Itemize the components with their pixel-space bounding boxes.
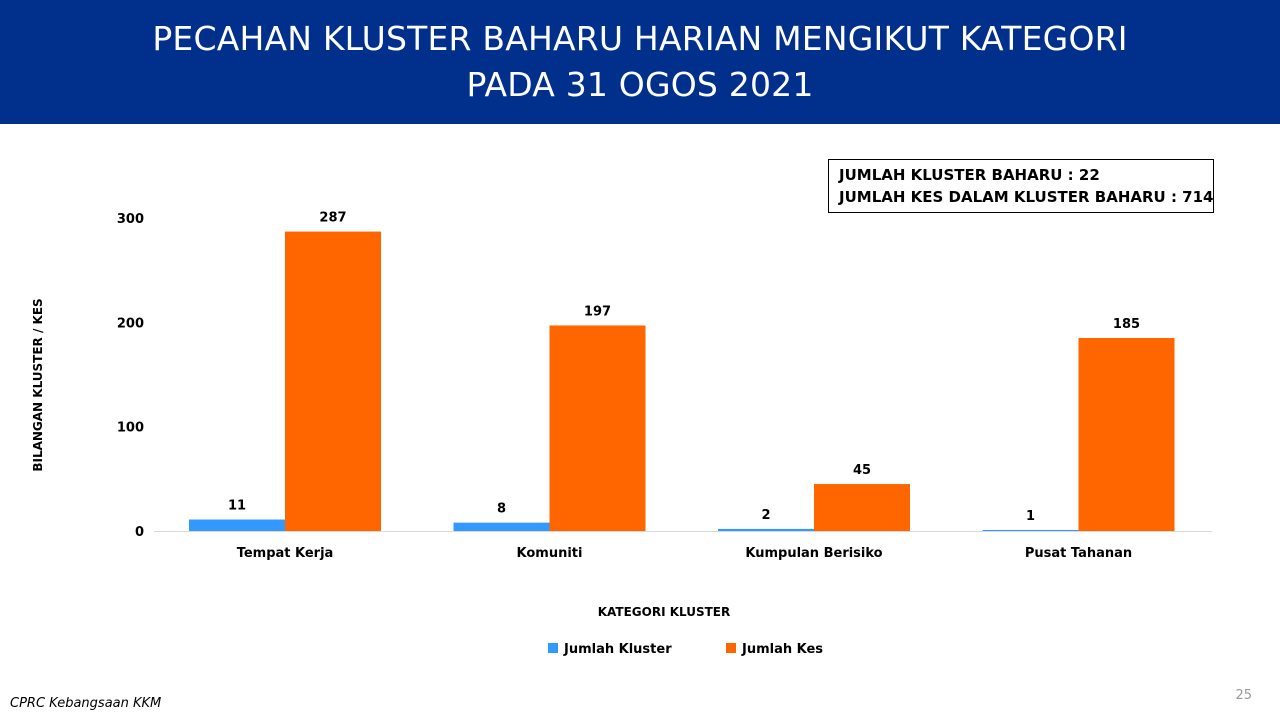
bar-chart: 0 100 200 300 11 287 Tempat Kerja 8 197 Komuniti 2… [31, 211, 1212, 657]
title-banner: PECAHAN KLUSTER BAHARU HARIAN MENGIKUT K… [0, 0, 1280, 124]
y-tick-label: 200 [117, 316, 144, 331]
x-tick-label: Pusat Tahanan [1025, 546, 1132, 561]
bar-jumlah-kluster [718, 528, 814, 531]
y-axis-title: BILANGAN KLUSTER / KES [31, 298, 45, 471]
data-label: 197 [584, 304, 611, 319]
legend-swatch [726, 643, 736, 653]
x-tick-label: Komuniti [517, 546, 583, 561]
legend-label: Jumlah Kes [741, 642, 823, 657]
page-number: 25 [1235, 688, 1252, 703]
bar-jumlah-kluster [982, 529, 1079, 531]
data-label: 2 [761, 508, 770, 523]
bar-jumlah-kes [814, 484, 910, 531]
legend-label: Jumlah Kluster [563, 642, 672, 657]
summary-total-clusters: JUMLAH KLUSTER BAHARU : 22 [839, 166, 1100, 184]
data-label: 45 [853, 463, 871, 478]
y-tick-label: 100 [117, 421, 144, 436]
chart-title-line-1: PECAHAN KLUSTER BAHARU HARIAN MENGIKUT K… [152, 19, 1128, 58]
data-label: 185 [1113, 317, 1140, 332]
summary-box: JUMLAH KLUSTER BAHARU : 22 JUMLAH KES DA… [828, 159, 1214, 213]
bar-jumlah-kes [549, 325, 646, 531]
x-tick-label: Tempat Kerja [237, 546, 334, 561]
data-label: 287 [319, 211, 346, 226]
x-tick-label: Kumpulan Berisiko [745, 546, 882, 561]
bar-jumlah-kluster [453, 522, 550, 531]
bar-jumlah-kes [285, 231, 381, 531]
legend-swatch [548, 643, 558, 653]
source-footer: CPRC Kebangsaan KKM [10, 696, 162, 711]
bar-jumlah-kluster [189, 519, 285, 531]
y-tick-label: 0 [135, 525, 144, 540]
data-label: 1 [1026, 509, 1035, 524]
data-label: 8 [497, 502, 506, 517]
x-axis-title: KATEGORI KLUSTER [598, 605, 731, 619]
summary-total-cases: JUMLAH KES DALAM KLUSTER BAHARU : 714 [839, 188, 1214, 206]
chart-title-line-2: PADA 31 OGOS 2021 [466, 65, 814, 104]
data-label: 11 [228, 499, 246, 514]
y-tick-label: 300 [117, 212, 144, 227]
bar-jumlah-kes [1078, 337, 1175, 531]
